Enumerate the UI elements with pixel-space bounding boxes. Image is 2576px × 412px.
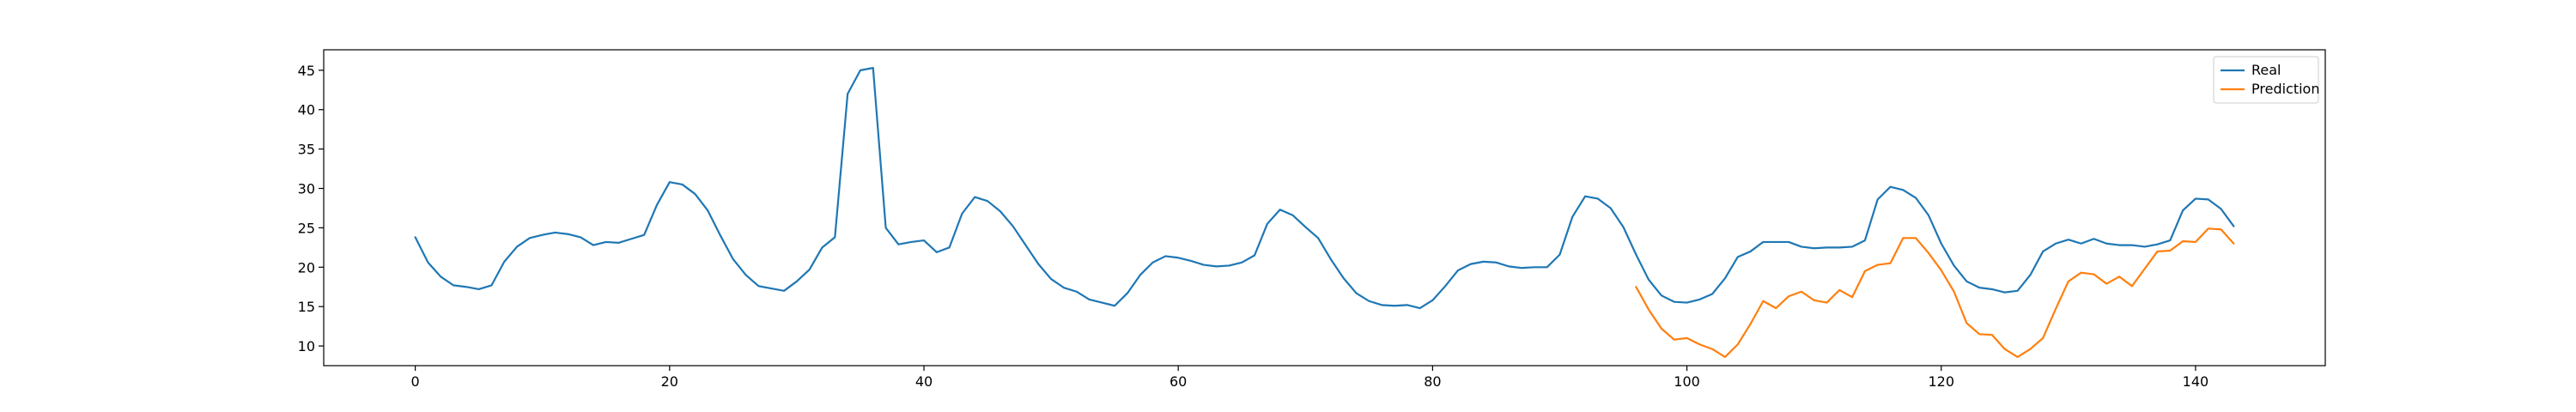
legend-box	[2213, 56, 2319, 104]
x-axis: 0 20 40 60 80 100 120 140	[411, 366, 2209, 390]
y-tick-label: 30	[298, 181, 315, 197]
y-tick-label: 20	[298, 259, 315, 276]
y-tick-label: 35	[298, 142, 315, 158]
x-tick-label: 20	[661, 373, 678, 390]
y-tick-label: 25	[298, 220, 315, 236]
y-tick-label: 45	[298, 63, 315, 79]
series-line-real	[414, 67, 2235, 310]
x-tick-label: 100	[1674, 373, 1700, 390]
axes-frame	[323, 49, 2326, 367]
series-layer	[414, 67, 2235, 359]
x-tick-label: 140	[2183, 373, 2209, 390]
y-tick-label: 40	[298, 102, 315, 118]
x-tick-label: 0	[411, 373, 420, 390]
x-tick-label: 120	[1928, 373, 1954, 390]
x-tick-label: 40	[915, 373, 933, 390]
legend-label-prediction: Prediction	[2251, 81, 2319, 97]
legend-label-real: Real	[2251, 62, 2281, 78]
x-tick-label: 80	[1424, 373, 1441, 390]
y-axis: 10 15 20 25 30 35 40 45	[298, 63, 324, 354]
legend: Real Prediction	[2213, 56, 2319, 104]
y-tick-label: 10	[298, 338, 315, 354]
plot-area	[323, 49, 2326, 367]
series-line-prediction	[1635, 227, 2235, 359]
y-tick-label: 15	[298, 299, 315, 315]
x-tick-label: 60	[1170, 373, 1187, 390]
